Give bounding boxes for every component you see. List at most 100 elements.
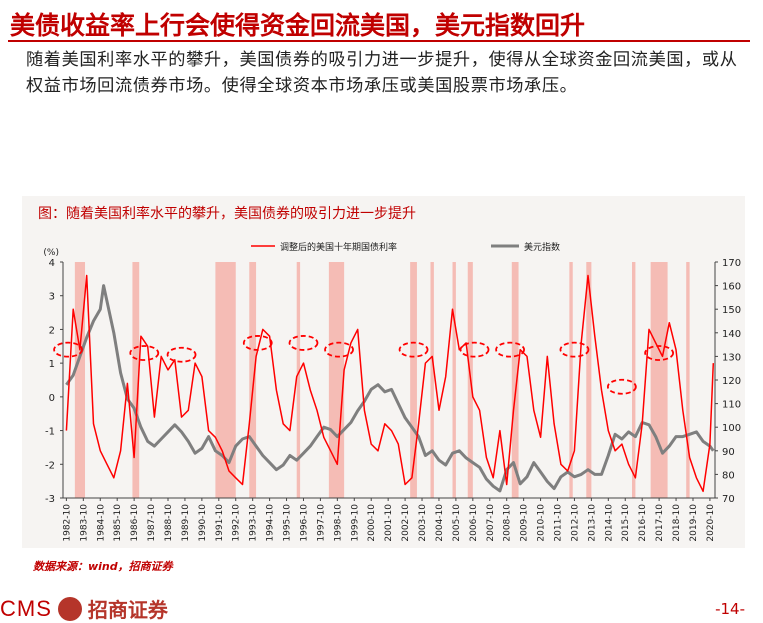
annotation-ellipse [324, 341, 354, 358]
logo-mark-icon [57, 596, 82, 621]
x-tick-label: 2006-10 [469, 504, 479, 542]
shaded-period [632, 262, 636, 498]
legend-label-yield: 调整后的美国十年期国债利率 [280, 241, 397, 253]
annotation-ellipse [288, 335, 319, 351]
shaded-period [296, 262, 301, 498]
left-tick-label: 2 [49, 325, 55, 336]
x-tick-label: 2001-10 [384, 504, 394, 542]
left-tick-label: -3 [45, 494, 55, 505]
annotation-ellipse [129, 345, 160, 361]
x-tick-label: 1987-10 [147, 504, 157, 542]
x-tick-label: 2005-10 [452, 504, 462, 542]
x-tick-label: 2004-10 [435, 504, 445, 542]
logo-chinese-name: 招商证券 [87, 598, 168, 622]
x-tick-label: 2009-10 [520, 504, 530, 542]
shaded-period [132, 262, 140, 498]
right-tick-label: 130 [722, 352, 741, 363]
shaded-period [430, 262, 434, 498]
x-tick-label: 2013-10 [587, 504, 597, 542]
x-tick-label: 2012-10 [570, 504, 580, 542]
annotation-ellipse [495, 341, 525, 358]
data-source: 数据来源：wind，招商证券 [33, 560, 173, 573]
shaded-period [686, 262, 690, 498]
annotation-ellipse [242, 335, 273, 351]
x-tick-label: 1992-10 [232, 504, 242, 542]
series-line-adjusted-treasury-yield [65, 274, 715, 493]
right-tick-label: 110 [722, 400, 741, 411]
shaded-period [586, 262, 592, 498]
right-tick-label: 150 [722, 305, 741, 316]
left-tick-label: 3 [49, 292, 55, 303]
x-tick-label: 1991-10 [215, 504, 225, 542]
x-tick-label: 2000-10 [367, 504, 377, 542]
right-tick-label: 70 [722, 494, 735, 505]
annotation-ellipse [53, 341, 83, 358]
right-tick-label: 170 [722, 258, 741, 269]
x-tick-label: 2016-10 [638, 504, 648, 542]
right-tick-label: 80 [722, 470, 735, 481]
right-tick-label: 90 [722, 447, 735, 458]
figure-panel [22, 196, 745, 548]
x-tick-label: 1988-10 [164, 504, 174, 542]
shaded-period [249, 262, 257, 498]
left-axis-unit: (%) [43, 248, 59, 258]
shaded-period [511, 262, 519, 498]
x-tick-label: 1999-10 [350, 504, 360, 542]
annotation-ellipse [559, 341, 590, 358]
shaded-period [452, 262, 456, 498]
x-tick-label: 1982-10 [62, 504, 72, 542]
x-tick-label: 1994-10 [266, 504, 276, 542]
annotation-ellipse [644, 345, 675, 361]
shaded-period [650, 262, 668, 498]
x-tick-label: 2008-10 [503, 504, 513, 542]
x-tick-label: 2003-10 [418, 504, 428, 542]
shaded-period [328, 262, 345, 498]
x-tick-label: 1989-10 [181, 504, 191, 542]
shaded-period [569, 262, 573, 498]
page-title: 美债收益率上行会使得资金回流美国，美元指数回升 [10, 11, 586, 40]
title-divider [8, 40, 750, 42]
left-tick-label: 4 [49, 258, 55, 269]
x-tick-label: 2018-10 [672, 504, 682, 542]
x-tick-label: 2017-10 [655, 504, 665, 542]
x-tick-label: 1985-10 [113, 504, 123, 542]
left-tick-label: -2 [45, 460, 55, 471]
company-logo: CMS 招商证券 [0, 594, 168, 623]
page-number: -14- [715, 600, 745, 618]
annotation-ellipse [398, 341, 429, 358]
figure-caption: 图：随着美国利率水平的攀升，美国债券的吸引力进一步提升 [38, 206, 416, 222]
x-tick-label: 1997-10 [316, 504, 326, 542]
left-tick-label: -1 [45, 427, 55, 438]
x-tick-label: 1984-10 [96, 504, 106, 542]
x-tick-label: 2002-10 [401, 504, 411, 542]
legend-label-dollar: 美元指数 [524, 241, 560, 253]
shaded-period [410, 262, 417, 498]
annotation-ellipse [459, 341, 490, 358]
x-tick-label: 1995-10 [283, 504, 293, 542]
right-tick-label: 160 [722, 282, 741, 293]
annotation-ellipse [606, 378, 637, 395]
x-tick-label: 2014-10 [604, 504, 614, 542]
x-tick-label: 1990-10 [198, 504, 208, 542]
right-tick-label: 120 [722, 376, 741, 387]
x-tick-label: 1993-10 [249, 504, 259, 542]
x-tick-label: 2011-10 [554, 504, 564, 542]
right-tick-label: 100 [722, 423, 741, 434]
x-tick-label: 2019-10 [689, 504, 699, 542]
x-tick-label: 1998-10 [333, 504, 343, 542]
left-tick-label: 1 [49, 359, 55, 370]
x-tick-label: 1986-10 [130, 504, 140, 542]
intro-paragraph: 随着美国利率水平的攀升，美国债券的吸引力进一步提升，使得从全球资金回流美国，或从… [26, 50, 738, 96]
x-tick-label: 2010-10 [537, 504, 547, 542]
x-tick-label: 2007-10 [486, 504, 496, 542]
x-tick-label: 1996-10 [299, 504, 309, 542]
x-tick-label: 1983-10 [79, 504, 89, 542]
logo-text: CMS [0, 595, 52, 621]
shaded-period [74, 262, 86, 498]
series-line-dollar-index [65, 284, 715, 493]
right-tick-label: 140 [722, 329, 741, 340]
annotation-ellipse [166, 346, 197, 363]
shaded-period [215, 262, 236, 498]
x-tick-label: 2015-10 [621, 504, 631, 542]
